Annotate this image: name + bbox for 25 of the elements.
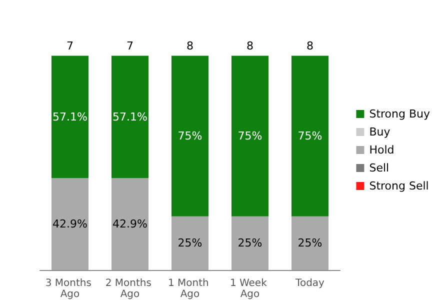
annotation: 8 <box>306 40 314 53</box>
data-label: 25% <box>298 236 322 250</box>
x-tick-label: 3 Months Ago <box>45 278 95 300</box>
annotation: 8 <box>246 40 254 53</box>
legend-label: Strong Sell <box>369 180 429 192</box>
legend-label: Hold <box>369 144 394 156</box>
data-label: 42.9% <box>52 218 88 231</box>
annotation: 7 <box>126 40 134 53</box>
x-tick-label: Today <box>294 278 325 289</box>
x-tick-label: 1 Month Ago <box>168 278 212 300</box>
data-label: 42.9% <box>112 218 148 231</box>
x-tick-label: 1 Week Ago <box>230 278 270 300</box>
data-label: 25% <box>178 236 202 250</box>
data-label: 57.1% <box>112 110 148 124</box>
data-label: 25% <box>238 236 262 250</box>
x-tick-label: 2 Months Ago <box>105 278 155 300</box>
legend-label: Sell <box>369 162 390 174</box>
annotation: 8 <box>186 40 194 53</box>
legend-label: Strong Buy <box>369 108 430 120</box>
data-label: 75% <box>298 130 322 143</box>
legend-label: Buy <box>369 126 391 138</box>
data-label: 75% <box>178 130 202 143</box>
data-label: 75% <box>238 130 262 143</box>
annotation: 7 <box>66 40 74 53</box>
data-label: 57.1% <box>52 110 88 124</box>
